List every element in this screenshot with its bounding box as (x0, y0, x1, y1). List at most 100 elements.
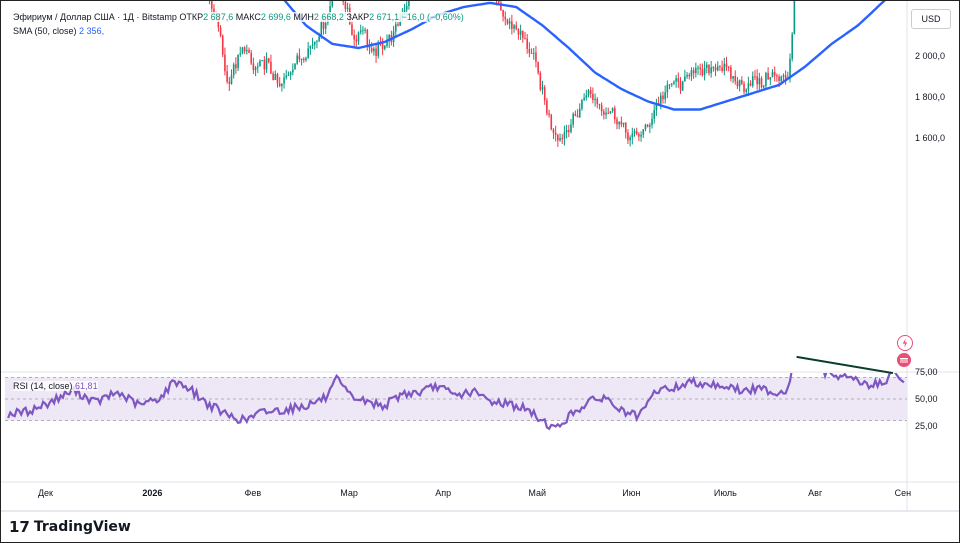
candle-body (373, 48, 375, 52)
sma-line (283, 1, 886, 111)
candle-body (758, 78, 761, 85)
candle-body (543, 87, 546, 101)
rsi-legend[interactable]: RSI (14, close) 61,81 (13, 381, 98, 391)
time-axis-label: Май (528, 488, 546, 498)
candle-body (631, 133, 634, 138)
sma-legend[interactable]: SMA (50, close) 2 356, (13, 26, 105, 36)
candle-body (557, 134, 559, 141)
candle-body (515, 25, 518, 29)
candle-body (563, 132, 566, 139)
candle-body (270, 61, 272, 74)
candle-body (594, 98, 596, 100)
candle-body (655, 102, 658, 110)
candle-body (710, 67, 712, 74)
candle-body (782, 75, 785, 77)
candle-body (259, 60, 261, 67)
high-label: МАКС (235, 12, 261, 22)
candle-body (324, 22, 327, 29)
candles-group (209, 1, 798, 147)
candle-body (405, 5, 408, 10)
candle-body (530, 52, 533, 54)
close-value: 2 671,1 (369, 12, 400, 22)
candle-body (701, 69, 704, 76)
candle-body (408, 1, 410, 6)
candle-body (344, 1, 347, 9)
candle-body (719, 66, 721, 68)
candle-body (677, 78, 680, 82)
candle-body (703, 67, 706, 76)
candle-body (313, 41, 316, 45)
candle-body (705, 64, 708, 68)
candle-body (213, 8, 215, 14)
candle-body (646, 124, 649, 127)
candle-body (611, 108, 614, 112)
candle-body (596, 98, 599, 105)
candle-body (778, 76, 780, 81)
candle-body (289, 72, 292, 75)
time-axis-label: Дек (38, 488, 53, 498)
close-label: ЗАКР (346, 12, 370, 22)
candle-body (627, 132, 629, 141)
candle-body (666, 84, 669, 93)
candle-body (592, 93, 594, 100)
alert-icon[interactable] (897, 335, 913, 351)
candle-body (697, 67, 699, 69)
low-value: 2 668,2 (313, 12, 344, 22)
symbol-legend[interactable]: Эфириум / Доллар США · 1Д · Bitstamp ОТК… (13, 12, 464, 22)
candle-body (359, 30, 362, 33)
candle-body (239, 53, 242, 55)
candle-body (397, 24, 399, 26)
candle-body (256, 66, 259, 68)
candle-body (210, 1, 213, 9)
candle-body (688, 75, 691, 77)
candle-body (508, 21, 511, 24)
candle-body (613, 108, 616, 120)
time-axis-label: Авг (808, 488, 823, 498)
rsi-tick-label: 75,00 (915, 367, 938, 377)
candle-body (653, 109, 656, 119)
candle-body (716, 66, 719, 71)
candle-body (522, 30, 524, 38)
candle-body (751, 76, 754, 86)
candle-body (576, 115, 579, 118)
candle-body (377, 43, 380, 56)
candle-body (300, 58, 303, 60)
candle-body (351, 24, 353, 35)
candle-body (793, 1, 796, 35)
time-axis-label: 2026 (142, 488, 162, 498)
candle-body (219, 27, 222, 36)
candle-body (589, 90, 592, 94)
candle-body (342, 1, 345, 2)
candle-body (307, 48, 309, 59)
candle-body (554, 132, 557, 135)
time-axis-label: Фев (245, 488, 262, 498)
candle-body (548, 113, 550, 115)
candle-body (762, 85, 765, 88)
currency-selector[interactable]: USD (911, 9, 951, 29)
candle-body (243, 47, 246, 52)
candle-body (638, 134, 640, 137)
tradingview-logo-icon: 17 (9, 518, 30, 536)
candle-body (776, 75, 778, 77)
tradingview-logo[interactable]: 17 TradingView (9, 518, 131, 536)
symbol-label: Эфириум / Доллар США · 1Д · Bitstamp (13, 12, 177, 22)
candle-body (519, 30, 522, 35)
time-axis-label: Июн (622, 488, 640, 498)
candle-body (640, 134, 642, 137)
candle-body (784, 75, 787, 80)
candle-body (749, 83, 752, 86)
candle-body (241, 47, 244, 54)
candle-body (267, 58, 270, 62)
candle-body (723, 63, 726, 71)
candle-body (322, 21, 325, 29)
rsi-value: 61,81 (75, 381, 98, 391)
candle-body (261, 59, 263, 61)
candle-body (662, 95, 664, 100)
candle-body (539, 72, 542, 90)
candle-body (712, 67, 715, 69)
candle-body (738, 80, 741, 87)
flag-icon[interactable] (897, 353, 911, 367)
candle-body (285, 75, 288, 78)
candle-body (574, 113, 577, 116)
